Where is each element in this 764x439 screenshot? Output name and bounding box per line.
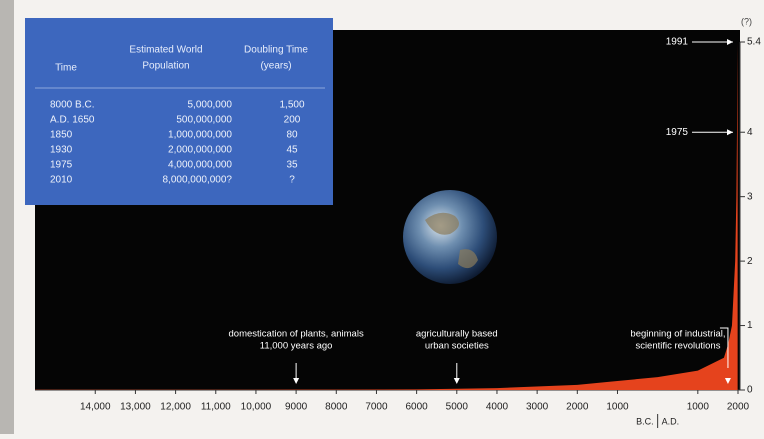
y-tick-label: 0 xyxy=(747,385,753,396)
table-cell: 2,000,000,000 xyxy=(168,145,232,156)
table-header: Doubling Time xyxy=(244,45,308,56)
chart: 14,000 13,000 12,000 11,000 10,000 9000 8000 70… xyxy=(0,0,764,434)
annotation: domestication of plants, animals xyxy=(229,329,364,340)
y-tick-label: 4 xyxy=(747,127,753,138)
table-cell: 500,000,000 xyxy=(176,115,232,126)
table-header: (years) xyxy=(260,61,291,72)
x-tick-label: 5000 xyxy=(446,402,469,413)
annotation: urban societies xyxy=(425,341,489,352)
x-tick-label: 3000 xyxy=(526,402,549,413)
table-cell: 1,500 xyxy=(279,100,304,111)
table-cell: 1850 xyxy=(50,130,73,141)
x-tick-label: 12,000 xyxy=(160,402,191,413)
x-tick-label: 14,000 xyxy=(80,402,111,413)
y-top-label: (?) xyxy=(741,16,752,26)
table-cell: 8000 B.C. xyxy=(50,100,94,111)
table-cell: 1930 xyxy=(50,145,73,156)
table-cell: 35 xyxy=(286,160,298,171)
table-cell: 200 xyxy=(284,115,301,126)
x-tick-label: 9000 xyxy=(285,402,308,413)
table-cell: 45 xyxy=(286,145,298,156)
x-tick-label: 7000 xyxy=(365,402,388,413)
annotation: agriculturally based xyxy=(416,329,498,340)
y-tick-label: 2 xyxy=(747,256,753,267)
y-tick-label: 1 xyxy=(747,320,753,331)
x-tick-label: 10,000 xyxy=(241,402,272,413)
y-tick-label: 5.4 xyxy=(747,37,761,48)
table-cell: 80 xyxy=(286,130,298,141)
point-label: 1975 xyxy=(666,127,689,138)
table-cell: 1975 xyxy=(50,160,73,171)
x-tick-label: 2000 xyxy=(727,402,750,413)
annotation: 11,000 years ago xyxy=(260,341,333,352)
era-label: A.D. xyxy=(662,416,680,426)
era-label: B.C. xyxy=(636,416,654,426)
table-cell: 8,000,000,000? xyxy=(162,175,232,186)
x-tick-label: 1000 xyxy=(606,402,629,413)
table-cell: ? xyxy=(289,175,295,186)
table-cell: 1,000,000,000 xyxy=(168,130,232,141)
earth-image xyxy=(403,190,497,284)
y-tick-label: 3 xyxy=(747,191,753,202)
table-header: Time xyxy=(55,63,77,74)
table-cell: A.D. 1650 xyxy=(50,115,95,126)
x-tick-label: 11,000 xyxy=(201,402,231,413)
x-tick-label: 6000 xyxy=(405,402,428,413)
x-tick-label: 8000 xyxy=(325,402,348,413)
annotation: beginning of industrial, xyxy=(630,329,725,340)
x-tick-label: 4000 xyxy=(486,402,509,413)
x-tick-label: 13,000 xyxy=(120,402,151,413)
x-tick-label: 1000 xyxy=(687,402,710,413)
x-tick-label: 2000 xyxy=(566,402,589,413)
page-edge xyxy=(0,0,14,434)
table-cell: 4,000,000,000 xyxy=(168,160,232,171)
annotation: scientific revolutions xyxy=(635,341,720,352)
point-label: 1991 xyxy=(666,37,689,48)
table-header: Estimated World xyxy=(129,45,202,56)
table-cell: 2010 xyxy=(50,175,73,186)
table-cell: 5,000,000 xyxy=(188,100,233,111)
table-header: Population xyxy=(142,61,189,72)
